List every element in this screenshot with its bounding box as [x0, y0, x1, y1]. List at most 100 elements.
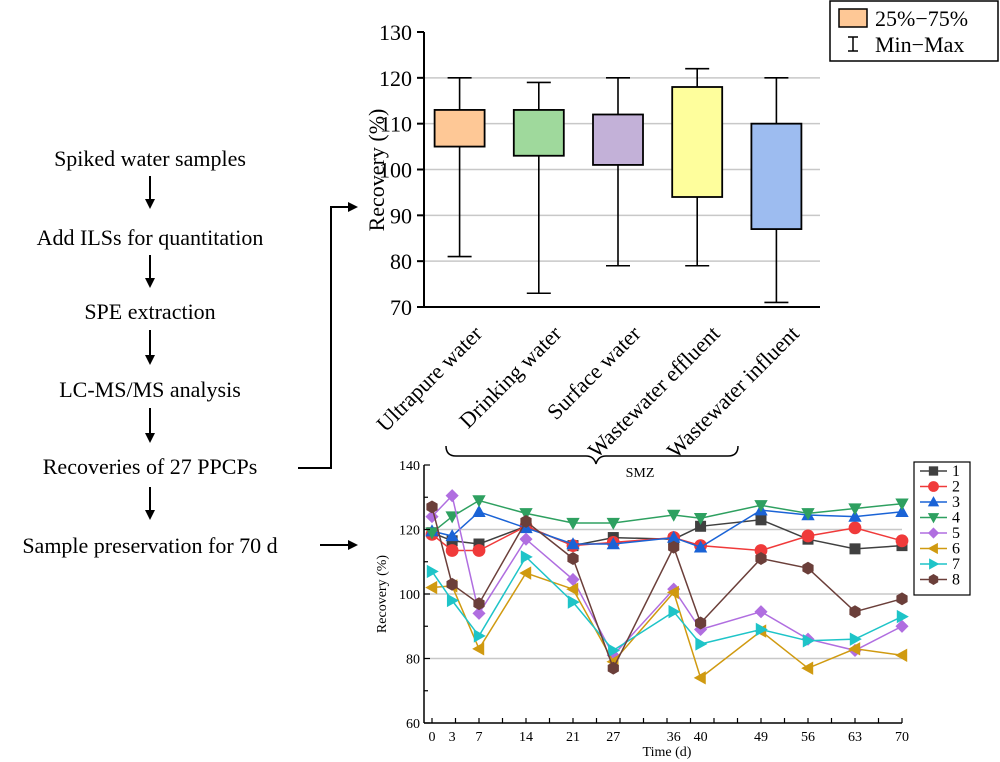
linechart-x-axis-title: Time (d) — [643, 745, 692, 760]
series-line — [431, 499, 903, 534]
linechart-x-tick-label: 40 — [694, 730, 708, 745]
series-point — [667, 509, 681, 522]
legend-marker — [928, 481, 939, 492]
linechart-legend-frame — [913, 461, 971, 596]
series-point — [426, 564, 439, 579]
series-point — [425, 527, 439, 540]
series-point — [519, 508, 533, 521]
series-point — [848, 503, 862, 516]
smz-annotation: SMZ — [626, 466, 655, 481]
series-point — [666, 585, 679, 600]
series-point — [693, 513, 708, 526]
series-8 — [426, 500, 908, 675]
series-point — [754, 500, 768, 513]
series-point — [695, 616, 707, 630]
legend-entry-3: 3 — [920, 494, 960, 511]
legend-marker — [927, 527, 940, 539]
linechart-x-tick-label: 3 — [449, 730, 456, 745]
legend-label: 7 — [952, 556, 960, 573]
series-point — [693, 671, 706, 685]
legend-label: 2 — [952, 479, 960, 496]
legend-entry-6: 6 — [920, 541, 960, 558]
legend-label: 5 — [952, 525, 960, 542]
series-point — [566, 582, 579, 596]
series-point — [472, 544, 486, 557]
series-point — [606, 517, 620, 530]
box-iqr — [433, 109, 486, 148]
series-point — [848, 509, 862, 522]
series-point — [668, 540, 680, 554]
legend-marker — [927, 496, 940, 507]
legend-entry-8: 8 — [920, 572, 960, 589]
boxplot-boxes — [433, 67, 803, 304]
legend-label: 3 — [952, 494, 960, 511]
legend-entry-5: 5 — [920, 525, 960, 542]
legend-label: 4 — [952, 510, 960, 527]
series-line — [431, 555, 903, 652]
series-point — [446, 577, 458, 591]
series-point — [895, 504, 909, 517]
linechart-x-tick-label: 14 — [519, 730, 533, 745]
boxplot-y-tick-label: 110 — [380, 112, 412, 137]
flowchart: Spiked water samples Add ILSs for quanti… — [22, 146, 358, 558]
series-point — [445, 489, 459, 503]
boxplot-category-label: Wastewater effluent — [583, 321, 725, 463]
series-point — [520, 514, 532, 528]
series-point — [607, 661, 619, 675]
box-iqr — [512, 109, 565, 157]
series-point — [801, 508, 815, 521]
box-iqr — [592, 113, 644, 166]
flow-step-2: Add ILSs for quantitation — [37, 225, 264, 250]
smz-brace — [445, 445, 739, 465]
boxplot-y-axis-title: Recovery (%) — [364, 109, 389, 232]
linechart-x-tick-label: 36 — [667, 730, 681, 745]
flow-step-4: LC-MS/MS analysis — [59, 377, 241, 402]
legend-minmax-icon — [848, 36, 858, 52]
linechart-gridlines — [424, 528, 902, 660]
series-point — [849, 632, 862, 646]
box-surface-water — [592, 77, 644, 267]
legend-marker — [928, 574, 939, 585]
linechart-y-tick-label: 140 — [399, 459, 420, 474]
boxplot-y-tick-label: 130 — [379, 20, 412, 45]
series-point — [567, 552, 579, 565]
legend-marker — [927, 542, 938, 555]
series-point — [567, 595, 580, 609]
connector-to-boxplot — [298, 202, 358, 469]
series-point — [606, 537, 620, 550]
linechart-y-axis-title: Recovery (%) — [375, 555, 390, 633]
series-point — [608, 643, 621, 658]
series-point — [445, 544, 459, 557]
series-point — [473, 597, 485, 611]
linechart-series — [425, 489, 909, 685]
box-iqr — [750, 122, 803, 230]
linechart-y-tick-label: 100 — [399, 588, 420, 603]
series-point — [895, 648, 908, 662]
series-point — [802, 634, 815, 648]
legend-entry-2: 2 — [920, 479, 960, 496]
series-point — [801, 661, 814, 675]
series-point — [802, 561, 814, 575]
boxplot-y-ticks: 70 80 90 100 110 120 130 — [379, 20, 424, 320]
series-point — [895, 619, 909, 633]
series-point — [695, 637, 708, 651]
series-point — [895, 534, 909, 548]
series-point — [895, 498, 909, 511]
series-point — [473, 629, 486, 643]
series-point — [426, 500, 438, 514]
legend-label: 1 — [952, 463, 960, 480]
legend-marker — [929, 558, 940, 570]
series-point — [566, 517, 580, 530]
legend-iqr-swatch — [838, 8, 868, 28]
boxplot-y-tick-label: 70 — [390, 295, 412, 320]
legend-label: 6 — [952, 541, 960, 558]
series-point — [520, 550, 533, 564]
linechart-y-ticks: 60 80 100 120 140 — [399, 459, 430, 732]
series-point — [849, 543, 861, 555]
flow-step-6: Sample preservation for 70 d — [22, 533, 277, 558]
series-point — [446, 593, 459, 608]
linechart-x-tick-label: 21 — [566, 730, 580, 745]
